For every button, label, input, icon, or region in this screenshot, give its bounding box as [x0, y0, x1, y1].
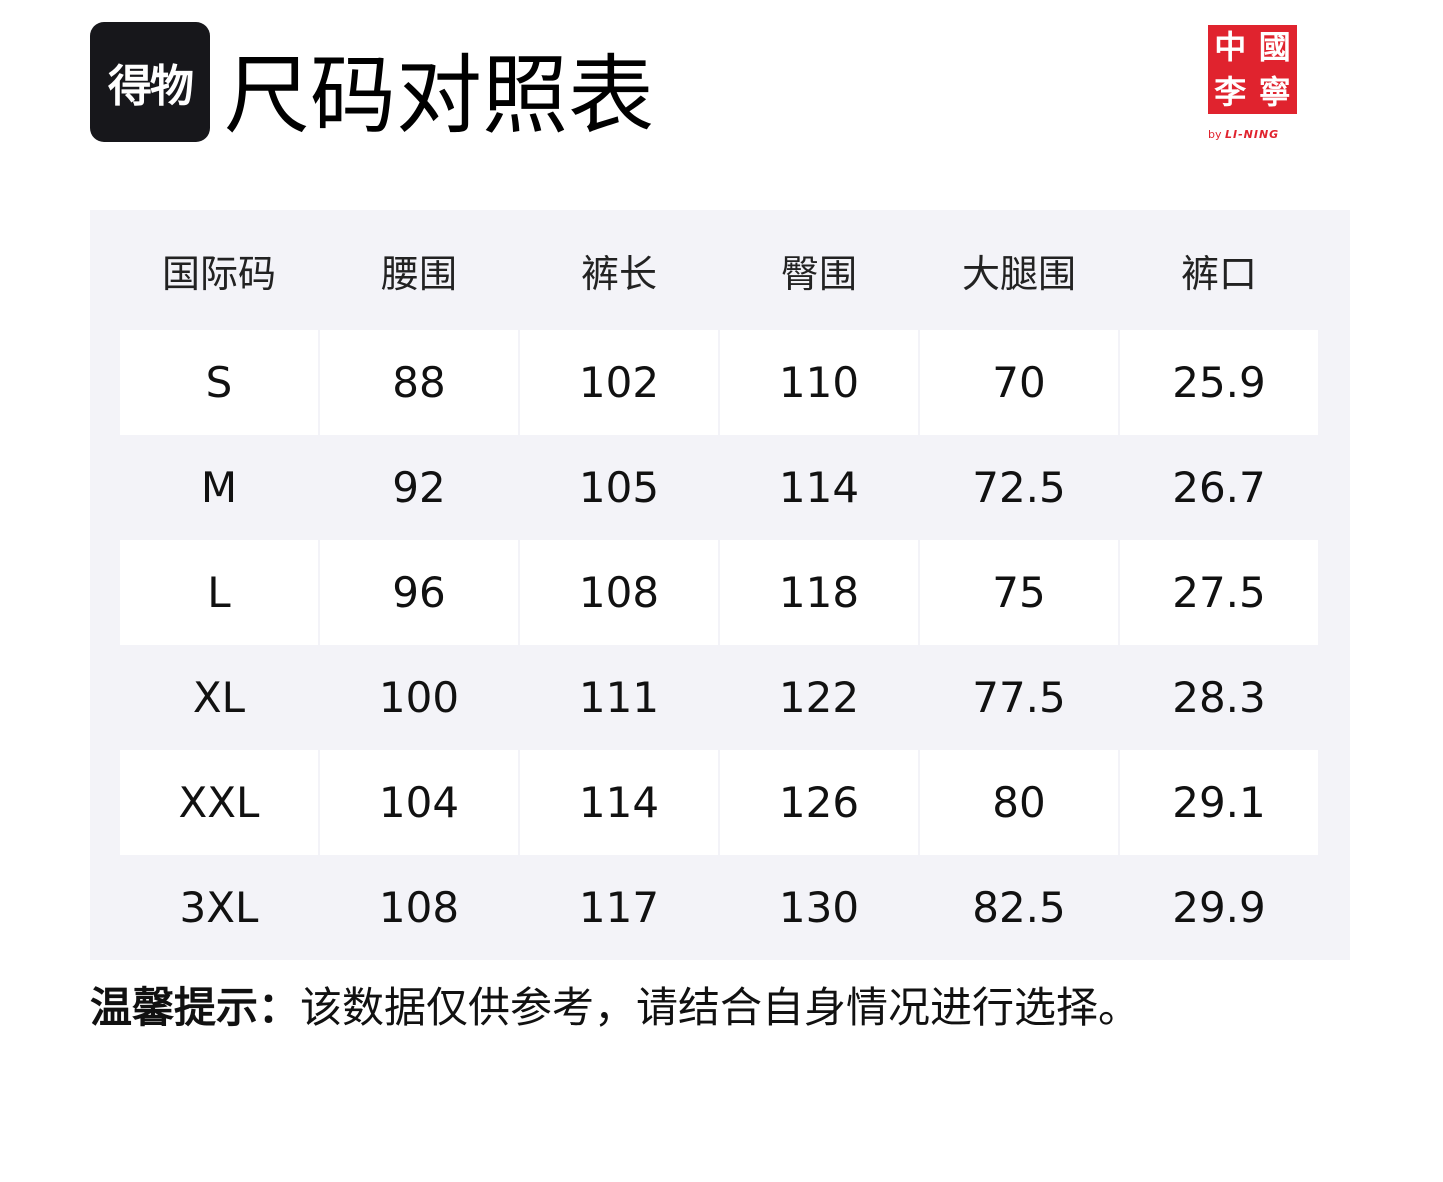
table-cell: S	[120, 330, 318, 435]
table-cell: 28.3	[1172, 673, 1266, 722]
table-cell: 29.9	[1172, 883, 1266, 932]
column-header: 臀围	[780, 251, 857, 296]
li-ning-logo: 中 國 李 寧	[1208, 25, 1297, 114]
table-cell: 96	[320, 540, 518, 645]
table-cell: 108	[520, 540, 718, 645]
column-header: 国际码	[161, 251, 276, 296]
table-cell: 80	[920, 750, 1118, 855]
table-cell: L	[120, 540, 318, 645]
table-row: 3XL 108 117 130 82.5 29.9	[120, 855, 1320, 960]
brand-by: by	[1208, 128, 1222, 141]
table-cell: 72.5	[972, 463, 1066, 512]
table-row: XL 100 111 122 77.5 28.3	[120, 645, 1320, 750]
table-cell: 130	[778, 883, 860, 932]
tip-text: 该数据仅供参考，请结合自身情况进行选择。	[300, 983, 1141, 1032]
size-table: 国际码 腰围 裤长 臀围 大腿围 裤口 S 88 102 110 70 25.9 M 92 105 114 7…	[90, 210, 1350, 960]
column-header: 裤口	[1180, 251, 1257, 296]
table-cell: 88	[320, 330, 518, 435]
table-row: L 96 108 118 75 27.5	[120, 540, 1320, 645]
table-cell: 92	[392, 463, 446, 512]
table-header-row: 国际码 腰围 裤长 臀围 大腿围 裤口	[120, 210, 1320, 330]
column-header: 裤长	[580, 251, 657, 296]
table-cell: 108	[378, 883, 460, 932]
table-cell: 26.7	[1172, 463, 1266, 512]
brand-byline: by LI-NING	[1208, 128, 1279, 141]
brand-char: 中	[1214, 28, 1247, 67]
table-cell: 117	[578, 883, 660, 932]
table-cell: XXL	[120, 750, 318, 855]
table-cell: 102	[520, 330, 718, 435]
table-cell: 104	[320, 750, 518, 855]
brand-char: 寧	[1258, 72, 1291, 111]
tip-label: 温馨提示：	[90, 983, 301, 1032]
table-cell: 122	[778, 673, 860, 722]
table-cell: 77.5	[972, 673, 1066, 722]
table-cell: 126	[720, 750, 918, 855]
table-cell: 82.5	[972, 883, 1066, 932]
brand-char: 國	[1258, 28, 1291, 67]
table-cell: M	[200, 463, 238, 512]
table-cell: 27.5	[1120, 540, 1318, 645]
table-cell: 29.1	[1120, 750, 1318, 855]
table-cell: XL	[192, 673, 246, 722]
table-cell: 100	[378, 673, 460, 722]
table-cell: 111	[578, 673, 660, 722]
table-cell: 110	[720, 330, 918, 435]
page-title: 尺码对照表	[224, 46, 654, 146]
table-row: M 92 105 114 72.5 26.7	[120, 435, 1320, 540]
column-header: 大腿围	[961, 251, 1076, 296]
brand-name: LI-NING	[1225, 128, 1280, 141]
table-cell: 25.9	[1120, 330, 1318, 435]
table-cell: 3XL	[179, 883, 259, 932]
table-row: S 88 102 110 70 25.9	[120, 330, 1320, 435]
table-cell: 114	[520, 750, 718, 855]
table-cell: 70	[920, 330, 1118, 435]
table-row: XXL 104 114 126 80 29.1	[120, 750, 1320, 855]
dewu-logo: 得物	[90, 22, 210, 142]
column-header: 腰围	[380, 251, 457, 296]
table-cell: 114	[778, 463, 860, 512]
brand-char: 李	[1214, 72, 1247, 111]
tip-note: 温馨提示：该数据仅供参考，请结合自身情况进行选择。	[90, 980, 1140, 1036]
table-cell: 118	[720, 540, 918, 645]
table-cell: 105	[578, 463, 660, 512]
table-cell: 75	[920, 540, 1118, 645]
